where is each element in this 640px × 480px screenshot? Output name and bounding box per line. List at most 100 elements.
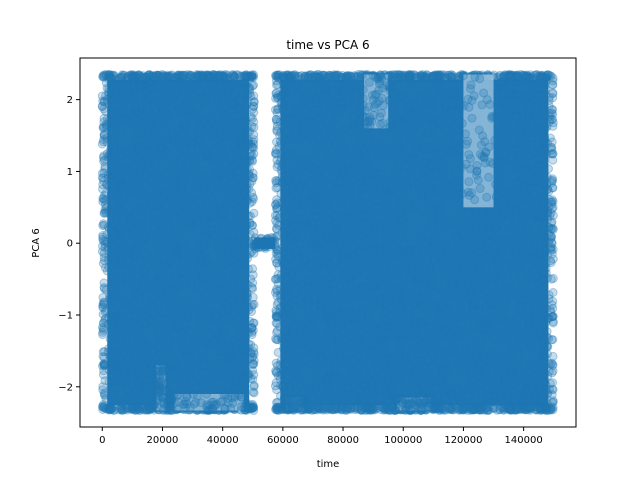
data-point — [313, 388, 323, 398]
data-point — [144, 130, 154, 140]
data-point — [220, 122, 230, 132]
data-point — [192, 101, 202, 111]
data-point — [327, 96, 336, 106]
data-point — [200, 234, 210, 244]
data-point — [172, 204, 181, 214]
data-point — [194, 196, 204, 206]
data-point — [124, 215, 133, 225]
data-point — [164, 112, 173, 122]
data-point — [225, 313, 235, 323]
data-point — [117, 70, 127, 80]
data-point — [110, 92, 120, 102]
data-point — [98, 347, 108, 357]
data-point — [98, 173, 108, 183]
data-point — [465, 342, 475, 351]
data-point — [136, 228, 146, 238]
data-point — [120, 319, 130, 329]
data-point — [481, 330, 491, 340]
data-point — [300, 97, 309, 107]
data-point — [414, 275, 424, 285]
data-point — [424, 151, 434, 161]
data-point — [105, 334, 115, 344]
data-point — [202, 131, 212, 140]
data-point — [248, 292, 258, 302]
data-point — [337, 124, 347, 134]
data-point — [135, 294, 145, 304]
data-point — [503, 356, 513, 366]
data-point — [126, 109, 136, 119]
data-point — [244, 264, 253, 274]
data-point — [203, 337, 213, 347]
data-point — [385, 175, 395, 185]
data-point — [249, 347, 259, 357]
data-point — [249, 97, 259, 107]
data-point — [171, 85, 181, 95]
data-point — [394, 352, 404, 362]
data-point — [199, 352, 209, 362]
data-point — [223, 352, 233, 362]
data-point — [220, 175, 230, 185]
data-point — [533, 230, 543, 240]
data-point — [99, 220, 109, 230]
data-point — [287, 268, 296, 278]
data-point — [383, 222, 393, 232]
data-point — [172, 307, 182, 317]
data-point — [209, 201, 219, 210]
data-point — [402, 231, 412, 241]
data-point — [349, 221, 359, 231]
data-point — [212, 278, 221, 288]
data-point — [170, 133, 180, 143]
data-point — [248, 284, 258, 294]
data-point — [190, 347, 200, 357]
data-point — [445, 390, 455, 399]
data-point — [210, 294, 220, 304]
data-point — [150, 352, 160, 362]
data-point — [478, 352, 488, 362]
data-point — [140, 282, 150, 292]
data-point — [507, 139, 517, 149]
data-point — [368, 267, 377, 276]
data-point — [124, 301, 134, 311]
data-point — [510, 105, 520, 115]
data-point — [502, 236, 512, 246]
data-point — [234, 306, 244, 316]
data-point — [227, 214, 237, 224]
data-point — [397, 337, 407, 347]
data-point — [314, 313, 324, 323]
data-point — [98, 323, 108, 333]
data-point — [291, 277, 301, 287]
data-point — [186, 248, 196, 258]
data-point — [216, 333, 226, 343]
data-point — [477, 271, 487, 281]
data-point — [323, 139, 333, 149]
data-point — [447, 335, 457, 344]
data-point — [143, 215, 152, 225]
data-point — [537, 289, 547, 299]
data-point — [146, 117, 156, 127]
data-point — [305, 359, 314, 369]
data-point — [477, 223, 487, 233]
data-point — [99, 97, 109, 107]
data-point — [162, 130, 171, 140]
data-point — [228, 229, 238, 239]
data-point — [151, 279, 161, 289]
data-point — [222, 302, 232, 312]
data-point — [138, 391, 148, 401]
data-point — [508, 298, 518, 308]
data-point — [506, 91, 516, 100]
data-point — [444, 265, 454, 275]
data-point — [404, 218, 414, 228]
data-point — [107, 296, 117, 306]
data-point — [322, 310, 332, 320]
data-point — [223, 88, 233, 98]
data-point — [521, 225, 531, 235]
data-point — [191, 179, 201, 189]
data-point — [163, 340, 173, 350]
data-point — [456, 221, 466, 230]
data-point — [262, 240, 272, 250]
data-point — [511, 164, 521, 174]
data-point — [186, 171, 196, 181]
data-point — [197, 303, 207, 313]
data-point — [249, 135, 259, 145]
data-point — [126, 195, 136, 204]
